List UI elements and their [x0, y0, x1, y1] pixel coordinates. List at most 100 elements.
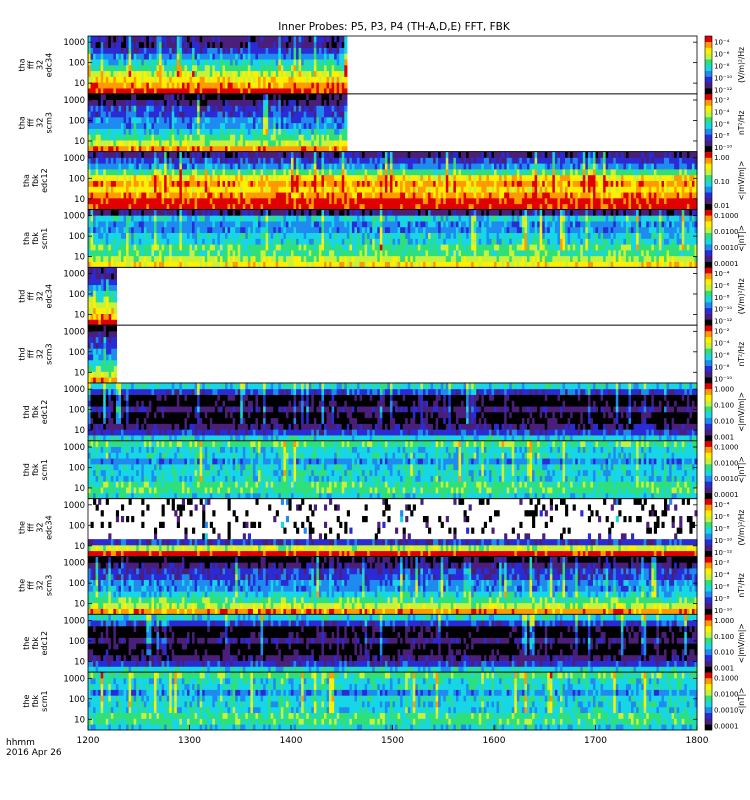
spectrogram-cell [245, 145, 249, 153]
spectrogram-cell [143, 203, 147, 210]
spectrogram-cell [339, 157, 343, 164]
spectrogram-cell [192, 53, 196, 60]
spectrogram-cell [265, 174, 269, 181]
spectrogram-cell [400, 192, 404, 199]
spectrogram-cell [387, 180, 391, 187]
spectrogram-cell [103, 36, 107, 43]
spectrogram-cell [392, 197, 396, 205]
spectrogram-cell [346, 151, 350, 158]
spectrogram-cell [115, 203, 120, 210]
spectrogram-cell [313, 88, 317, 95]
spectrogram-cell [283, 53, 287, 60]
spectrogram-cell [186, 151, 191, 158]
spectrogram-cell [450, 186, 454, 193]
spectrogram-cell [425, 203, 429, 210]
spectrogram-cell [202, 93, 206, 101]
spectrogram-cell [247, 93, 251, 101]
spectrogram-cell [313, 93, 317, 101]
spectrogram-cell [184, 111, 188, 118]
spectrogram-cell [113, 174, 117, 181]
spectrogram-cell [417, 192, 422, 199]
spectrogram-cell [453, 197, 457, 205]
spectrogram-cell [242, 157, 246, 164]
spectrogram-cell [151, 192, 155, 199]
spectrogram-cell [225, 111, 229, 118]
spectrogram-cell [351, 203, 356, 210]
spectrogram-cell [301, 70, 305, 77]
spectrogram-cell [245, 111, 249, 118]
spectrogram-cell [359, 157, 363, 164]
spectrogram-cell [184, 180, 188, 187]
spectrogram-cell [250, 122, 254, 129]
spectrogram-cell [293, 99, 297, 106]
spectrogram-cell [268, 134, 272, 141]
spectrogram-cell [240, 140, 244, 147]
spectrogram-cell [146, 134, 150, 141]
spectrogram-cell [202, 116, 206, 124]
spectrogram-cell [126, 140, 130, 147]
spectrogram-cell [217, 36, 221, 43]
spectrogram-cell [293, 169, 297, 176]
spectrogram-cell [306, 203, 310, 210]
spectrogram-cell [240, 105, 244, 112]
spectrogram-cell [364, 174, 368, 181]
spectrogram-cell [483, 203, 487, 210]
spectrogram-cell [126, 59, 130, 66]
spectrogram-cell [260, 70, 264, 77]
spectrogram-cell [227, 186, 231, 193]
spectrogram-cell [204, 128, 208, 135]
spectrogram-cell [225, 99, 229, 106]
spectrogram-cell [95, 140, 99, 147]
spectrogram-cell [245, 76, 249, 83]
spectrogram-cell [184, 140, 188, 147]
spectrogram-cell [93, 53, 97, 60]
spectrogram-cell [192, 93, 196, 101]
spectrogram-cell [250, 157, 254, 164]
spectrogram-cell [258, 192, 262, 199]
spectrogram-cell [237, 70, 241, 77]
spectrogram-cell [235, 70, 239, 77]
spectrogram-cell [128, 82, 132, 89]
spectrogram-cell [359, 180, 363, 187]
spectrogram-cell [430, 180, 434, 187]
spectrogram-cell [212, 151, 216, 158]
spectrogram-cell [93, 93, 97, 101]
spectrogram-cell [225, 88, 229, 95]
spectrogram-cell [207, 36, 211, 43]
spectrogram-cell [110, 76, 114, 83]
spectrogram-cell [326, 151, 330, 158]
spectrogram-cell [202, 47, 206, 54]
spectrogram-cell [270, 197, 274, 205]
spectrogram-cell [110, 41, 114, 48]
spectrogram-cell [189, 47, 193, 54]
spectrogram-cell [326, 53, 330, 60]
spectrogram-cell [108, 197, 112, 205]
spectrogram-cell [280, 41, 284, 48]
spectrogram-cell [232, 99, 236, 106]
spectrogram-cell [197, 145, 201, 153]
spectrogram-cell [410, 197, 414, 205]
spectrogram-cell [110, 122, 114, 129]
spectrogram-cell [407, 180, 411, 187]
spectrogram-cell [128, 122, 132, 129]
spectrogram-cell [273, 59, 277, 66]
spectrogram-cell [265, 88, 269, 95]
spectrogram-cell [245, 59, 249, 66]
spectrogram-cell [176, 169, 180, 176]
spectrogram-cell [179, 180, 183, 187]
spectrogram-cell [179, 116, 183, 124]
spectrogram-cell [255, 122, 259, 129]
spectrogram-cell [245, 47, 249, 54]
spectrogram-cell [237, 82, 241, 89]
spectrogram-cell [118, 82, 122, 89]
spectrogram-cell [88, 82, 92, 89]
spectrogram-cell [100, 116, 104, 124]
spectrogram-cell [197, 41, 201, 48]
spectrogram-cell [225, 145, 229, 153]
spectrogram-cell [156, 93, 160, 101]
spectrogram-cell [214, 64, 219, 72]
spectrogram-cell [326, 180, 330, 187]
spectrogram-cell [336, 82, 340, 89]
spectrogram-cell [197, 134, 201, 141]
spectrogram-cell [90, 59, 94, 66]
